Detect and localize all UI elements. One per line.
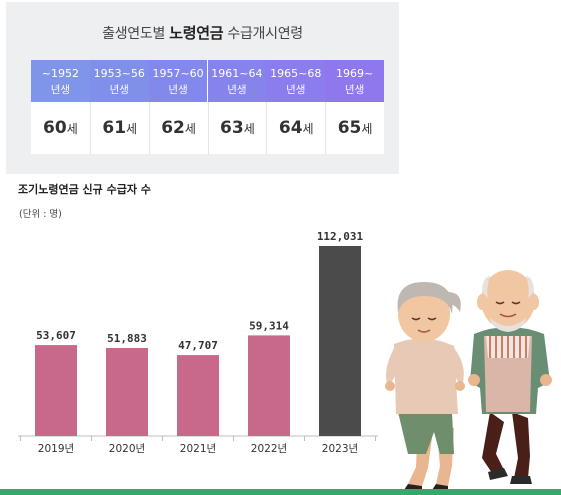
bar-2023년 [319,246,361,436]
start-age-suffix: 세 [184,122,196,136]
start-age-suffix: 세 [302,122,314,136]
start-age-cell: 60세 [31,102,90,154]
birth-year-range: 1965~68 [270,67,322,80]
start-age-value: 64 [278,118,303,138]
bar-value-label: 53,607 [36,329,76,342]
start-age-value: 61 [102,118,127,138]
age-table: ~1952 년생 60세 1953~56 년생 61세 1957~60 년생 62세 1961~6… [31,60,384,154]
bar-2021년 [177,355,219,436]
start-age-value: 65 [337,118,362,138]
age-column: ~1952 년생 60세 [31,60,90,154]
start-age-suffix: 세 [126,122,138,136]
bar-2020년 [106,348,148,436]
birth-year-header: 1961~64 년생 [207,60,267,102]
birth-year-unit: 년생 [286,84,306,96]
start-age-cell: 61세 [89,102,149,154]
panel-title-suffix: 수급개시연령 [223,26,303,42]
start-age-suffix: 세 [66,122,78,136]
birth-year-range: 1961~64 [211,67,263,80]
bar-value-label: 112,031 [317,230,364,243]
birth-year-range: 1953~56 [93,67,145,80]
start-age-value: 63 [220,118,244,138]
bar-2019년 [35,345,77,436]
start-age-cell: 63세 [207,102,267,154]
birth-year-header: 1965~68 년생 [266,60,326,102]
start-age-suffix: 세 [361,122,373,136]
birth-year-range: 1969~ [335,67,374,80]
birth-year-unit: 년생 [109,84,129,96]
x-tick-label: 2022년 [251,443,287,455]
birth-year-unit: 년생 [50,84,71,96]
age-column: 1953~56 년생 61세 [89,60,149,154]
birth-year-header: 1953~56 년생 [89,60,149,102]
bar-value-label: 59,314 [249,319,289,332]
start-age-cell: 65세 [325,102,384,154]
age-column: 1961~64 년생 63세 [207,60,267,154]
age-column: 1965~68 년생 64세 [266,60,326,154]
birth-year-unit: 년생 [168,84,188,96]
start-age-value: 60 [43,118,67,138]
x-tick-label: 2019년 [38,443,74,455]
elderly-couple-illustration [385,270,552,490]
birth-year-header: 1957~60 년생 [148,60,208,102]
panel-title-prefix: 출생연도별 [102,26,170,42]
chart-title: 조기노령연금 신규 수급자 수 [18,183,151,196]
birth-year-range: 1957~60 [152,67,204,80]
birth-year-unit: 년생 [344,84,365,96]
start-age-cell: 64세 [266,102,325,154]
bar-value-label: 47,707 [178,339,218,352]
bar-2022년 [248,335,290,436]
panel-title-bold: 노령연금 [169,24,224,42]
elderly-man-figure [468,270,552,484]
x-tick-label: 2020년 [109,443,145,455]
start-age-cell: 62세 [148,102,208,154]
bar-value-label: 51,883 [107,332,147,345]
age-column: 1969~ 년생 65세 [325,60,384,154]
x-tick-label: 2021년 [180,443,216,455]
birth-year-header: 1969~ 년생 [325,60,384,102]
start-age-value: 62 [161,118,185,138]
start-age-suffix: 세 [243,122,255,136]
chart-unit-note: (단위 : 명) [19,209,62,220]
elderly-woman-figure [385,282,465,490]
birth-year-header: ~1952 년생 [31,60,90,102]
bottom-divider [0,489,561,495]
age-column: 1957~60 년생 62세 [148,60,208,154]
birth-year-unit: 년생 [227,84,247,96]
age-table-panel: 출생연도별 노령연금 수급개시연령 ~1952 년생 60세 1953~56 년생 61세… [6,2,399,174]
panel-title: 출생연도별 노령연금 수급개시연령 [6,22,399,43]
x-tick-label: 2023년 [322,443,358,455]
birth-year-range: ~1952 [41,67,80,80]
